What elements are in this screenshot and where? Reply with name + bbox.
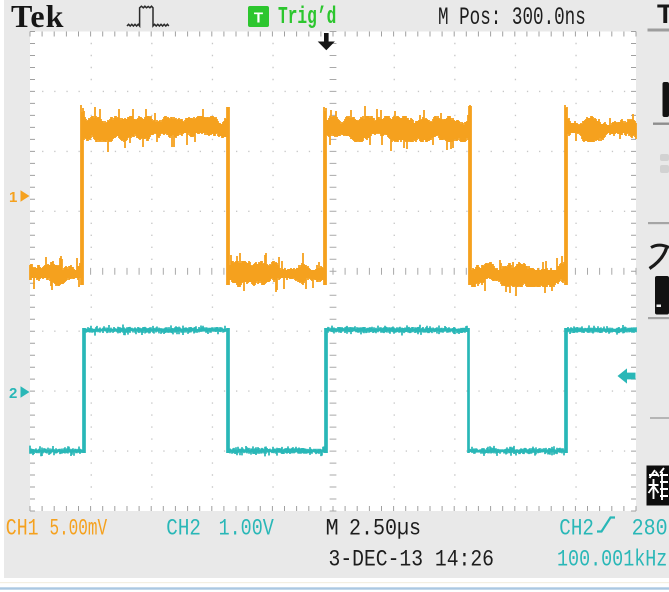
svg-text:5.00mV: 5.00mV bbox=[50, 515, 108, 542]
svg-text:2.50µs: 2.50µs bbox=[349, 515, 421, 542]
svg-text:3-DEC-13 14:26: 3-DEC-13 14:26 bbox=[329, 547, 494, 573]
svg-text:Tek: Tek bbox=[11, 0, 64, 34]
svg-text:CH1: CH1 bbox=[6, 517, 39, 543]
svg-text:M: M bbox=[326, 515, 339, 542]
svg-text:1: 1 bbox=[9, 189, 17, 206]
svg-text:T: T bbox=[254, 10, 263, 27]
svg-text:Trig’d: Trig’d bbox=[278, 4, 336, 31]
svg-text:2: 2 bbox=[9, 385, 17, 402]
svg-text:1.00V: 1.00V bbox=[219, 517, 275, 542]
svg-text:CH2: CH2 bbox=[166, 516, 201, 542]
svg-text:100.001kHz: 100.001kHz bbox=[557, 548, 667, 573]
svg-text:CH2: CH2 bbox=[559, 516, 594, 542]
svg-text:280: 280 bbox=[632, 515, 668, 542]
svg-text:T: T bbox=[657, 0, 669, 29]
svg-text:M Pos: 300.0ns: M Pos: 300.0ns bbox=[438, 4, 586, 32]
